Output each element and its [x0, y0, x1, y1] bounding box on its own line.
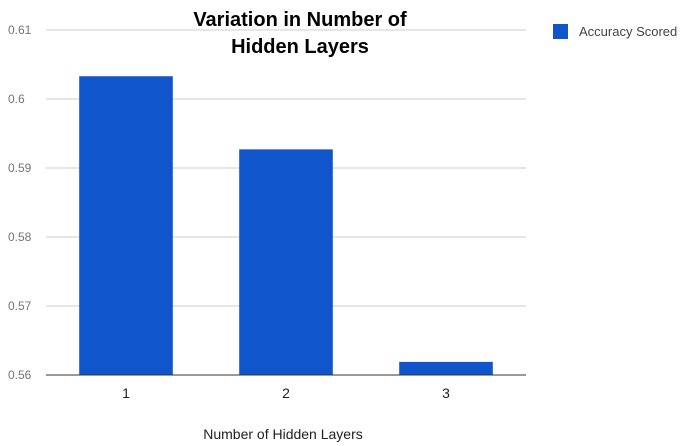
- y-tick-label: 0.56: [8, 368, 32, 382]
- x-tick-label: 1: [122, 385, 130, 401]
- y-tick-label: 0.61: [8, 23, 32, 37]
- bars: [79, 76, 493, 375]
- chart-title-line-2: Hidden Layers: [231, 36, 369, 58]
- chart-title-line-1: Variation in Number of: [193, 9, 407, 31]
- legend: Accuracy Scored: [553, 24, 677, 39]
- bar-1: [79, 76, 173, 375]
- y-tick-label: 0.57: [8, 299, 32, 313]
- y-tick-labels: 0.56 0.57 0.58 0.59 0.6 0.61: [8, 23, 32, 382]
- x-tick-labels: 1 2 3: [122, 385, 450, 401]
- bar-2: [239, 149, 333, 375]
- x-tick-label: 3: [442, 385, 450, 401]
- legend-label: Accuracy Scored: [579, 24, 677, 39]
- y-tick-label: 0.59: [8, 161, 32, 175]
- x-tick-label: 2: [282, 385, 290, 401]
- y-tick-label: 0.58: [8, 230, 32, 244]
- legend-swatch: [553, 24, 568, 39]
- bar-3: [399, 361, 493, 375]
- x-axis-title: Number of Hidden Layers: [203, 426, 363, 442]
- y-tick-label: 0.6: [8, 92, 25, 106]
